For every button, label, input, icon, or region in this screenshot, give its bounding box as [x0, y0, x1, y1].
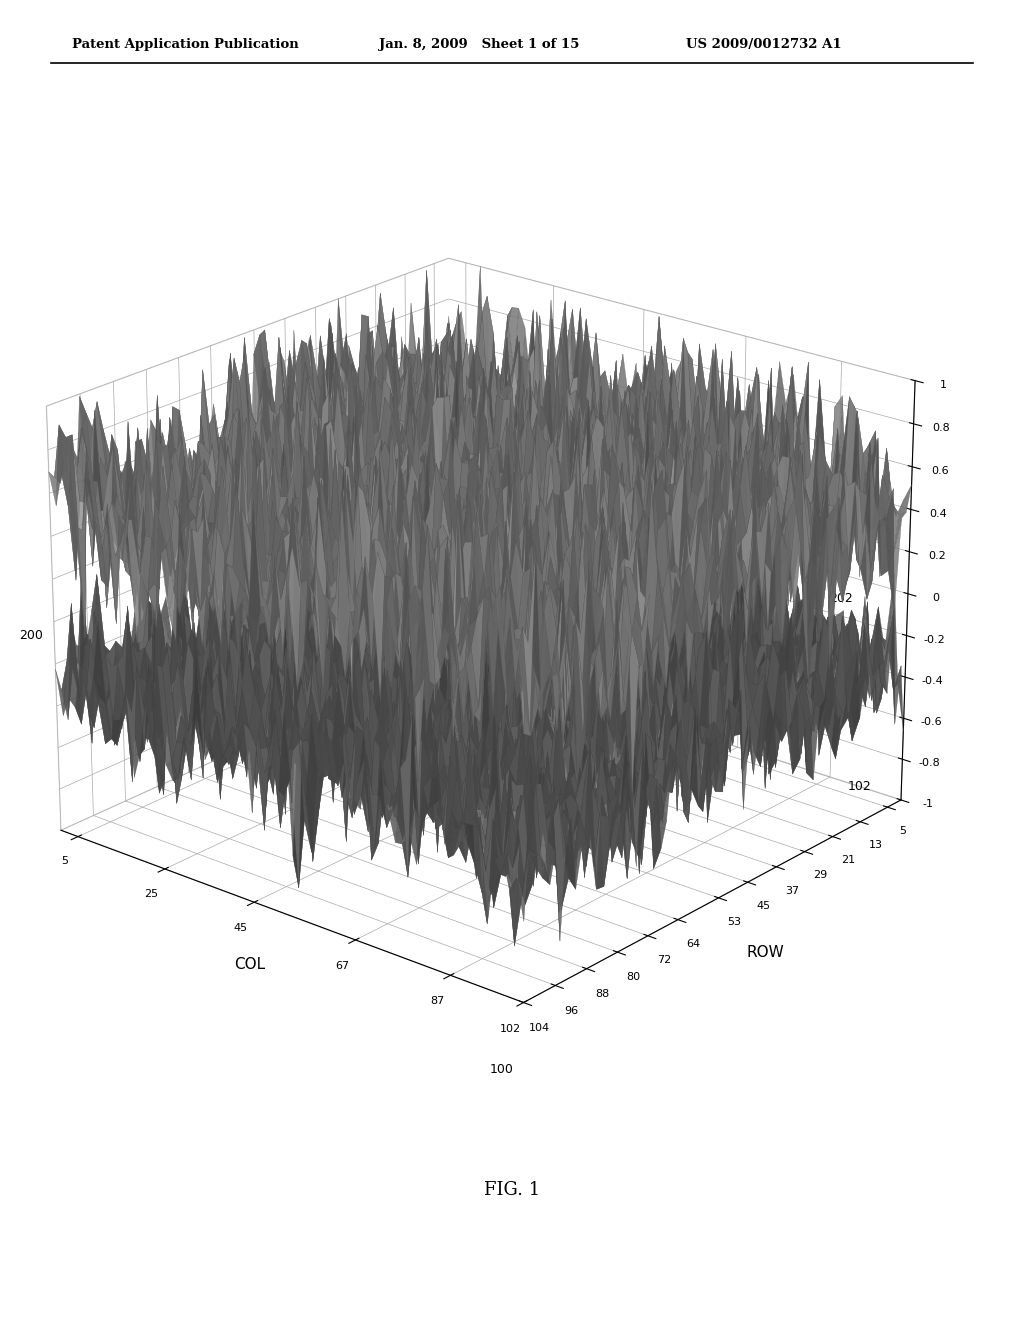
Text: 100: 100	[489, 1063, 514, 1076]
Text: 200: 200	[18, 630, 43, 643]
Text: US 2009/0012732 A1: US 2009/0012732 A1	[686, 37, 842, 50]
Text: 102: 102	[848, 780, 871, 793]
Y-axis label: ROW: ROW	[746, 945, 784, 960]
Text: Jan. 8, 2009   Sheet 1 of 15: Jan. 8, 2009 Sheet 1 of 15	[379, 37, 580, 50]
X-axis label: COL: COL	[234, 957, 265, 973]
Text: Patent Application Publication: Patent Application Publication	[72, 37, 298, 50]
Text: FIG. 1: FIG. 1	[484, 1180, 540, 1199]
Text: 202: 202	[829, 591, 853, 605]
